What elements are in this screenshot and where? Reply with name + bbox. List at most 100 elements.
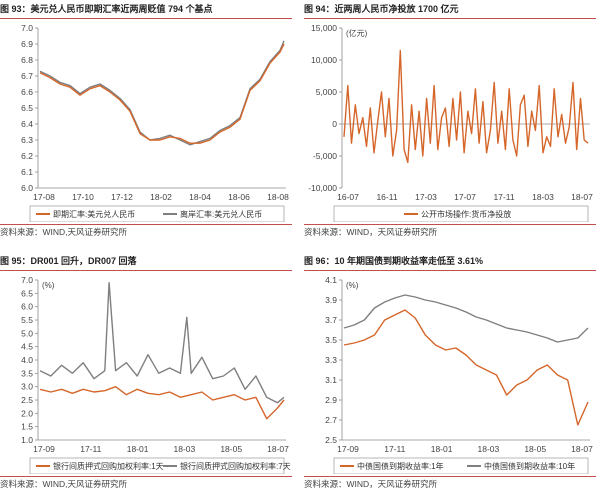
y-tick-label: 6.5 (21, 288, 33, 298)
y-tick-label: 5.5 (21, 315, 33, 325)
chart-legend: 公开市场操作:货币净投放 (333, 205, 589, 222)
y-tick-label: 0 (332, 119, 337, 129)
y-tick-label: 6.9 (21, 39, 33, 49)
x-tick-label: 17-11 (493, 192, 514, 202)
x-tick-label: 17-12 (111, 192, 133, 202)
legend-frame (333, 205, 589, 222)
legend-label: 银行间质押式回购加权利率:7天 (180, 461, 291, 471)
y-tick-label: 4.5 (21, 342, 33, 352)
series-line (343, 294, 589, 343)
x-tick-label: 16-07 (337, 192, 359, 202)
y-tick-label: 2.5 (21, 395, 33, 405)
x-tick-label: 18-05 (524, 444, 546, 454)
y-tick-label: 3.3 (325, 355, 337, 365)
legend-label: 即期汇率:美元兑人民币 (53, 209, 135, 219)
y-tick-label: 2.9 (325, 395, 337, 405)
legend-frame (29, 457, 285, 474)
y-tick-label: 10,000 (311, 55, 337, 65)
x-tick-label: 17-11 (384, 444, 405, 454)
x-tick-label: 17-03 (415, 192, 437, 202)
x-tick-label: 18-08 (267, 192, 289, 202)
chart-net-injection: (亿元) -10,000 -5,000 0 5,000 10,000 15,000 16-07… (308, 23, 593, 222)
chart-legend: 即期汇率:美元兑人民币 离岸汇率:美元兑人民币 (29, 205, 285, 222)
chart-title: 图 94：近两周人民币净投放 1700 亿元 (304, 0, 596, 19)
x-tick-label: 18-03 (478, 444, 500, 454)
y-tick-label: 6.1 (21, 167, 33, 177)
y-tick-label: 6.8 (21, 55, 33, 65)
x-tick-label: 17-07 (454, 192, 476, 202)
chart-title: 图 96：10 年期国债到期收益率走低至 3.61% (304, 252, 596, 271)
y-tick-label: 6.7 (21, 71, 33, 81)
y-tick-label: 3.7 (325, 315, 337, 325)
x-tick-label: 18-07 (571, 444, 593, 454)
x-tick-label: 18-03 (174, 444, 196, 454)
chart-repo-rates: (%) 1.0 1.5 2.0 2.5 3.0 3.5 4.0 4.5 5.0 5.5 6.0 6.5 7… (21, 275, 291, 474)
y-tick-label: 6.2 (21, 151, 33, 161)
x-tick-label: 18-03 (532, 192, 554, 202)
y-tick-label: 3.9 (325, 295, 337, 305)
x-tick-label: 17-09 (33, 444, 55, 454)
legend-label: 中债国债到期收益率:10年 (484, 461, 575, 471)
series-line (39, 43, 285, 144)
series-line (343, 49, 589, 164)
legend-frame (29, 205, 285, 222)
y-tick-label: 5.0 (21, 328, 33, 338)
legend-label: 离岸汇率:美元兑人民币 (180, 209, 262, 219)
series-line (343, 309, 589, 426)
chart-exchange-rate: 6.0 6.1 6.2 6.3 6.4 6.5 6.6 6.7 6.8 6.9 7.0 17-08 17… (21, 23, 289, 222)
y-tick-label: 4.0 (21, 355, 33, 365)
legend-label: 中债国债到期收益率:1年 (357, 461, 444, 471)
y-tick-label: -5,000 (313, 151, 337, 161)
y-tick-label: 4.1 (325, 275, 337, 285)
chart-source: 资料来源：WIND，天风证券研究所 (304, 476, 596, 491)
chart-source: 资料来源：WIND,天风证券研究所 (0, 476, 292, 491)
x-tick-label: 18-01 (431, 444, 453, 454)
y-tick-label: 3.5 (21, 368, 33, 378)
x-tick-label: 18-02 (150, 192, 172, 202)
y-tick-label: -10,000 (308, 183, 337, 193)
x-tick-label: 18-07 (571, 192, 593, 202)
chart-title: 图 95：DR001 回升，DR007 回落 (0, 252, 292, 271)
y-tick-label: 6.3 (21, 135, 33, 145)
y-tick-label: 2.0 (21, 408, 33, 418)
chart-bond-yields: (%) 2.5 2.7 2.9 3.1 3.3 3.5 3.7 3.9 4.1 17-09 17-11… (325, 275, 593, 474)
y-tick-label: 5,000 (316, 87, 338, 97)
chart-source: 资料来源：WIND，天风证券研究所 (304, 224, 596, 239)
x-tick-label: 17-11 (80, 444, 101, 454)
x-tick-label: 17-09 (337, 444, 359, 454)
y-tick-label: 7.0 (21, 275, 33, 285)
chart-title: 图 93：美元兑人民币即期汇率近两周贬值 794 个基点 (0, 0, 292, 19)
x-tick-label: 16-11 (376, 192, 397, 202)
chart-panel-3: 图 95：DR001 回升，DR007 回落 (%) 1.0 1.5 2.0 2.5 3.… (0, 252, 292, 491)
chart-legend: 银行间质押式回购加权利率:1天 银行间质押式回购加权利率:7天 (29, 457, 291, 474)
y-tick-label: 1.5 (21, 422, 33, 432)
chart-panel-2: 图 94：近两周人民币净投放 1700 亿元 (亿元) -10,000 -5,000… (304, 0, 596, 239)
x-tick-label: 17-10 (72, 192, 94, 202)
legend-frame (333, 457, 589, 474)
y-tick-label: 7.0 (21, 23, 33, 33)
axis-unit-label: (%) (42, 281, 55, 290)
y-tick-label: 3.0 (21, 382, 33, 392)
chart-panel-1: 图 93：美元兑人民币即期汇率近两周贬值 794 个基点 6.0 6.1 6.2 6.… (0, 0, 292, 239)
y-tick-label: 6.0 (21, 302, 33, 312)
x-tick-label: 18-05 (220, 444, 242, 454)
y-tick-label: 1.0 (21, 435, 33, 445)
x-tick-label: 18-01 (127, 444, 149, 454)
y-tick-label: 6.5 (21, 103, 33, 113)
chart-legend: 中债国债到期收益率:1年 中债国债到期收益率:10年 (333, 457, 589, 474)
y-tick-label: 3.5 (325, 335, 337, 345)
y-tick-label: 2.5 (325, 435, 337, 445)
chart-source: 资料来源：WIND,天风证券研究所 (0, 224, 292, 239)
y-tick-label: 6.6 (21, 87, 33, 97)
x-tick-label: 18-04 (189, 192, 211, 202)
series-line (39, 281, 285, 404)
axis-unit-label: (亿元) (346, 28, 368, 38)
chart-panel-4: 图 96：10 年期国债到期收益率走低至 3.61% (%) 2.5 2.7 2.9 3… (304, 252, 596, 491)
y-tick-label: 6.0 (21, 183, 33, 193)
legend-label: 公开市场操作:货币净投放 (421, 209, 511, 219)
y-tick-label: 6.4 (21, 119, 33, 129)
axis-unit-label: (%) (346, 281, 359, 290)
series-line (39, 385, 285, 420)
y-tick-label: 3.1 (325, 375, 337, 385)
x-tick-label: 18-06 (228, 192, 250, 202)
